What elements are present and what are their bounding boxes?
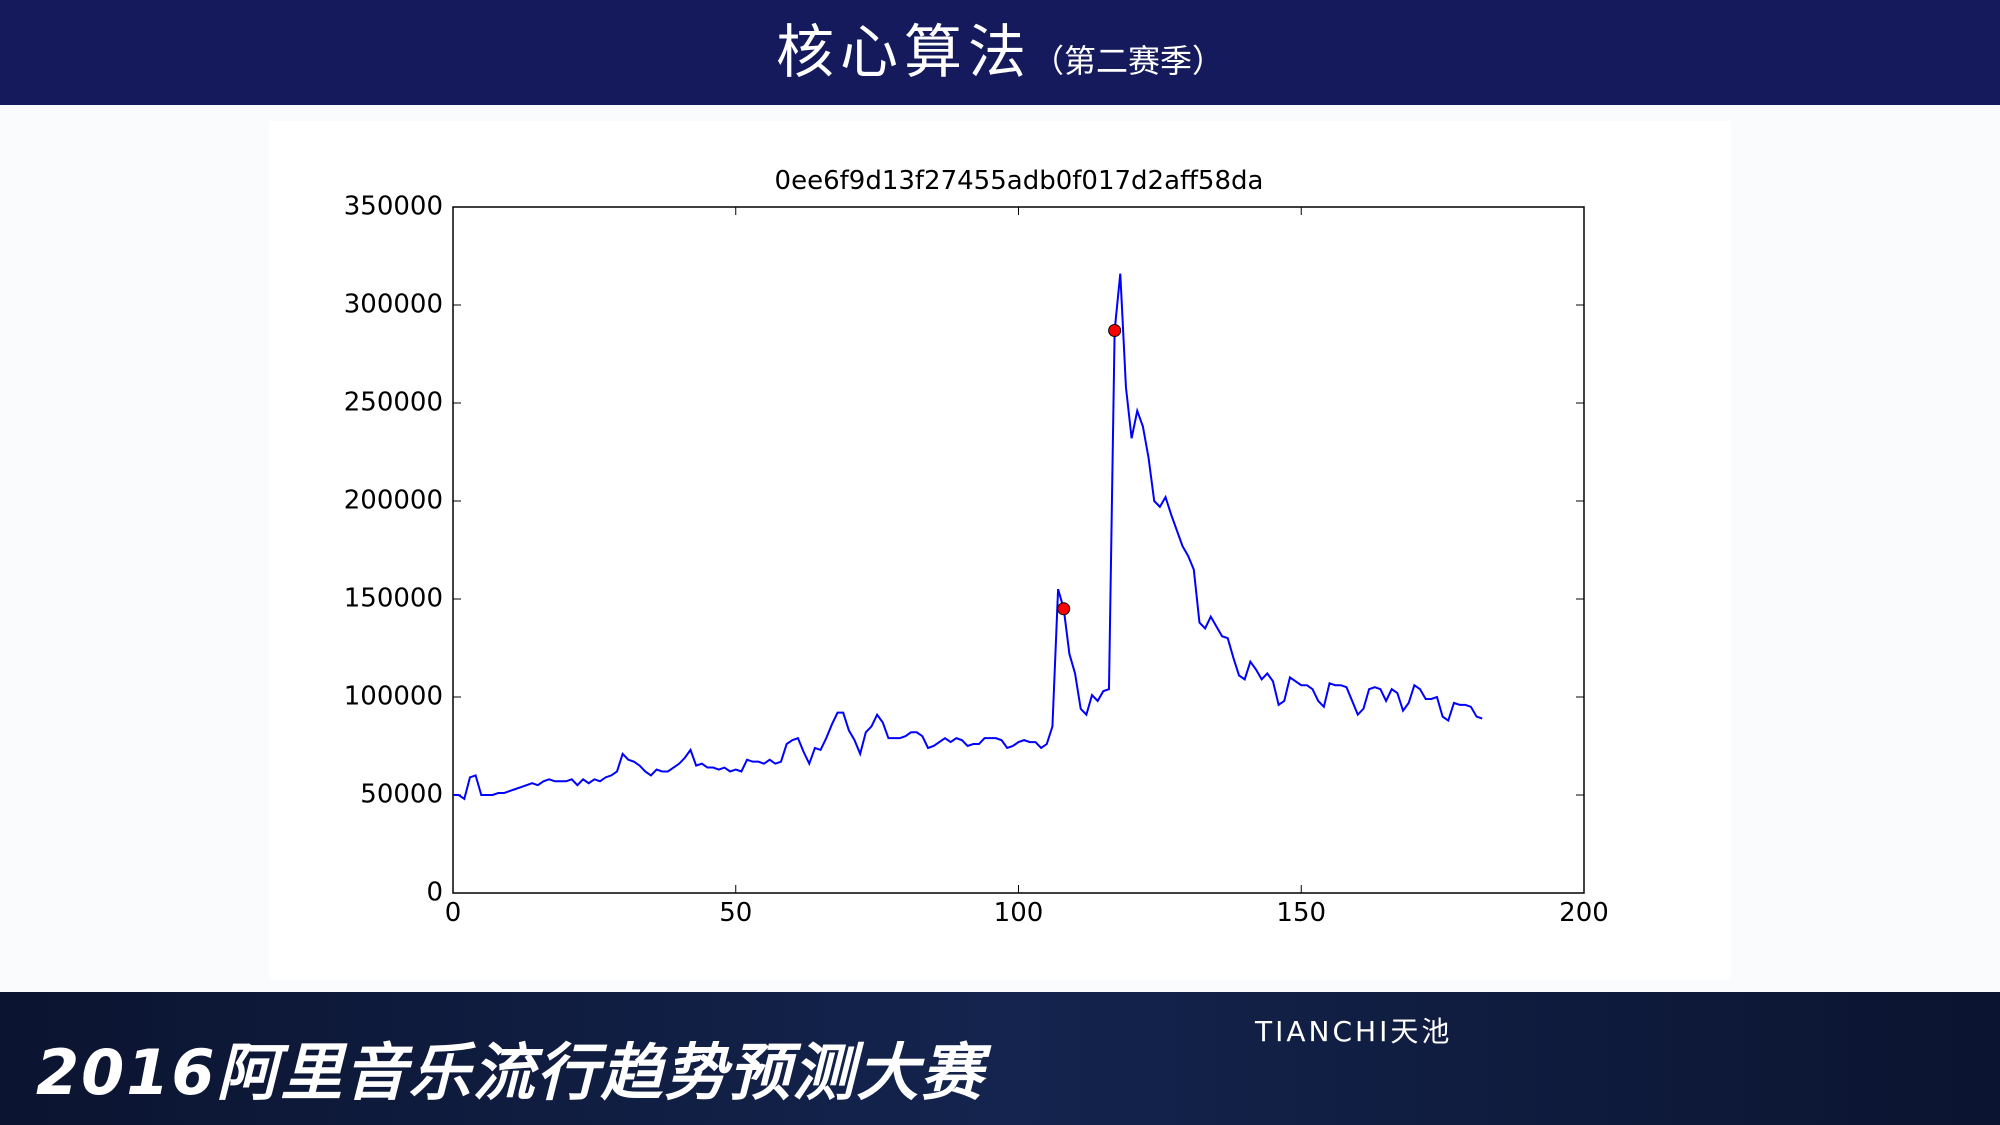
plot-frame xyxy=(452,206,1585,894)
x-tick-label: 150 xyxy=(1276,898,1326,928)
y-tick-label: 50000 xyxy=(360,780,443,810)
header: 核心算法（第二赛季） xyxy=(0,0,2000,105)
x-tick-label: 100 xyxy=(994,898,1044,928)
y-tick-label: 300000 xyxy=(344,290,443,320)
data-line xyxy=(453,273,1483,801)
header-subtitle: （第二赛季） xyxy=(1032,42,1225,80)
x-tick-label: 200 xyxy=(1559,898,1609,928)
x-tick-label: 0 xyxy=(445,898,462,928)
x-tick-label: 50 xyxy=(719,898,752,928)
logo: TIANCHI天池 xyxy=(1255,1015,1453,1048)
y-tick-label: 200000 xyxy=(344,486,443,516)
marker-point xyxy=(1057,602,1071,616)
y-tick-label: 250000 xyxy=(344,388,443,418)
y-tick-label: 0 xyxy=(426,878,443,908)
header-title: 核心算法 xyxy=(775,18,1032,86)
banner: 2016阿里音乐流行趋势预测大赛 xyxy=(36,1036,985,1109)
chart-title: 0ee6f9d13f27455adb0f017d2aff58da xyxy=(775,166,1264,196)
y-tick-label: 150000 xyxy=(344,584,443,614)
footer: 2016阿里音乐流行趋势预测大赛 TIANCHI天池 xyxy=(0,992,2000,1125)
marker-point xyxy=(1108,323,1122,337)
chart: 0ee6f9d13f27455adb0f017d2aff58da 0 50000 1… xyxy=(269,121,1731,980)
y-tick-label: 100000 xyxy=(344,682,443,712)
y-tick-label: 350000 xyxy=(344,192,443,222)
